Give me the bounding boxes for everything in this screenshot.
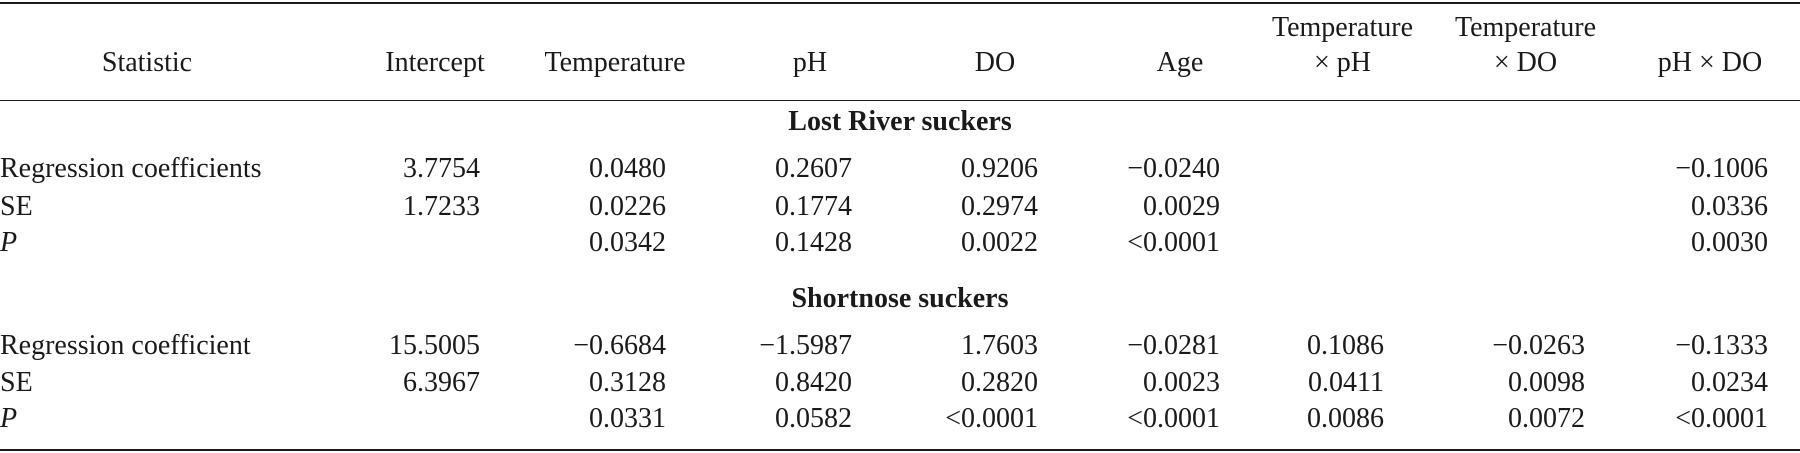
table-cell: 0.8420 [775,367,852,398]
row-label: P [0,403,18,434]
table-cell: −0.0281 [1127,330,1220,361]
header-age: Age [1156,47,1204,78]
table-cell: −1.5987 [759,330,852,361]
header-temp-ph-line1: Temperature [1271,12,1414,43]
section-title-lost-river: Lost River suckers [788,106,1012,137]
table-cell: 0.0234 [1691,367,1768,398]
table-cell: 1.7603 [961,330,1038,361]
row-label: SE [0,367,33,398]
table-cell: 0.0072 [1508,403,1585,434]
table-cell: 3.7754 [403,153,480,184]
table-cell: 0.0582 [775,403,852,434]
table-cell: −0.0263 [1492,330,1585,361]
table-cell: 0.1086 [1307,330,1384,361]
table-cell: 0.0022 [961,227,1038,258]
table-cell: 0.1774 [775,191,852,222]
table-cell: 0.0336 [1691,191,1768,222]
table-cell: 0.0331 [589,403,666,434]
row-label: Regression coefficient [0,330,251,361]
header-statistic: Statistic [101,47,193,78]
header-bottom-rule [0,100,1800,101]
table-cell: 15.5005 [389,330,480,361]
table-cell: 6.3967 [403,367,480,398]
header-do: DO [974,47,1016,78]
table-cell: 0.0098 [1508,367,1585,398]
header-ph-do: pH × DO [1657,47,1763,78]
header-intercept: Intercept [385,47,485,78]
table-cell: 0.0226 [589,191,666,222]
table-cell: −0.0240 [1127,153,1220,184]
table-cell: 0.1428 [775,227,852,258]
table-cell: 0.0342 [589,227,666,258]
row-label: Regression coefficients [0,153,262,184]
table-cell: 0.9206 [961,153,1038,184]
table-cell: 0.2974 [961,191,1038,222]
table-cell: −0.1006 [1675,153,1768,184]
table-cell: 0.0480 [589,153,666,184]
table-cell: 0.0029 [1143,191,1220,222]
row-label: SE [0,191,33,222]
table-top-rule [0,2,1800,4]
table-cell: <0.0001 [1127,403,1220,434]
header-temp-ph-line2: × pH [1313,47,1371,78]
header-ph: pH [792,47,828,78]
table-cell: −0.1333 [1675,330,1768,361]
section-title-shortnose: Shortnose suckers [791,283,1009,314]
header-temperature: Temperature [544,47,686,78]
table-cell: 0.0023 [1143,367,1220,398]
table-cell: 0.0030 [1691,227,1768,258]
table-cell: 0.2820 [961,367,1038,398]
table-cell: <0.0001 [1127,227,1220,258]
table-cell: 0.0411 [1308,367,1384,398]
table-cell: −0.6684 [573,330,666,361]
table-cell: 0.2607 [775,153,852,184]
table-cell: <0.0001 [945,403,1038,434]
table-cell: 0.3128 [589,367,666,398]
row-label: P [0,227,18,258]
header-temp-do-line1: Temperature [1454,12,1597,43]
table-bottom-rule [0,449,1800,451]
table-cell: 0.0086 [1307,403,1384,434]
header-temp-do-line2: × DO [1493,47,1558,78]
table-cell: 1.7233 [403,191,480,222]
table-cell: <0.0001 [1675,403,1768,434]
